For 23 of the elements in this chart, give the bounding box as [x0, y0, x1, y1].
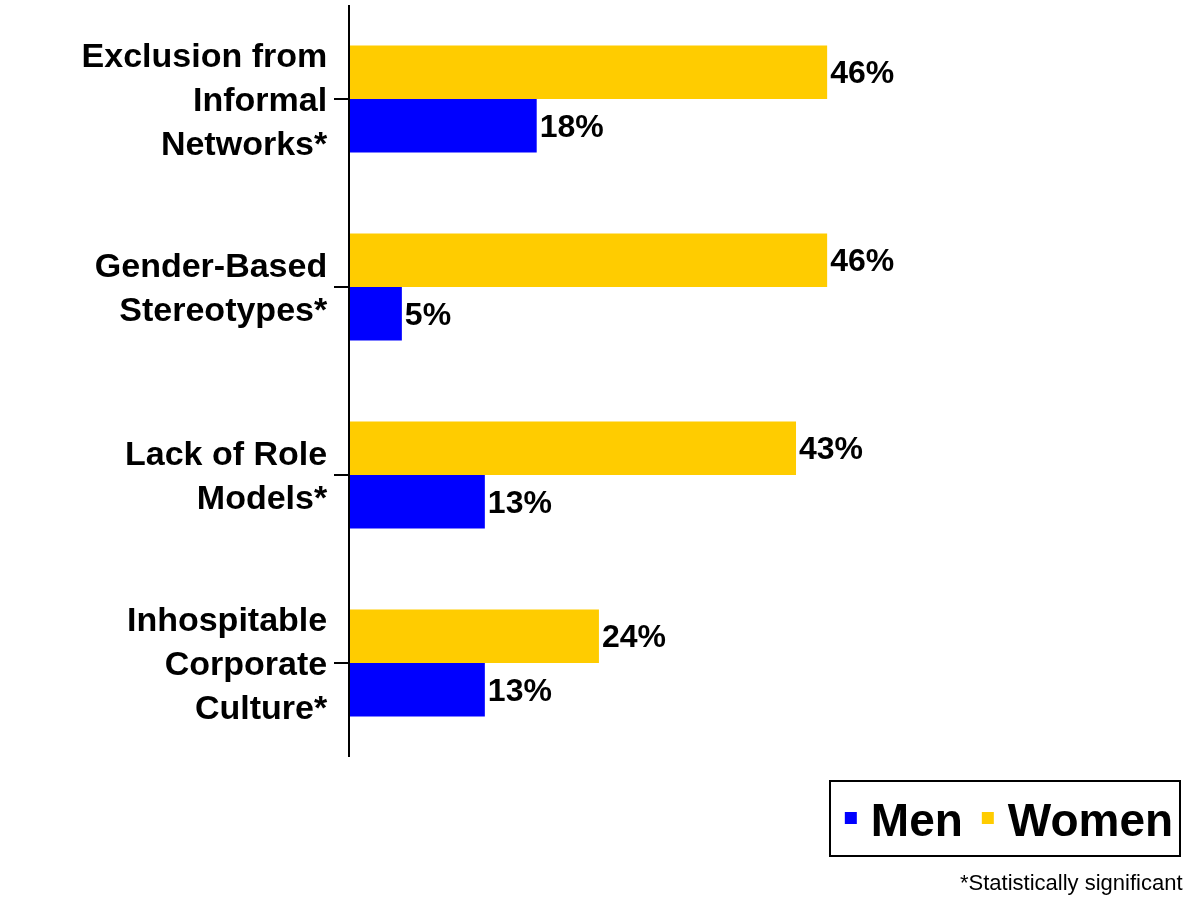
- bar: [350, 421, 797, 475]
- bar: [350, 609, 599, 663]
- y-tick-label: Lack of Role Models*: [125, 433, 328, 516]
- legend-label: Men: [870, 793, 963, 846]
- bar: [350, 45, 828, 99]
- y-tick-label: Exclusion from Informal Networks*: [81, 35, 328, 163]
- y-tick-label: Inhospitable Corporate Culture*: [126, 599, 328, 727]
- data-label: 13%: [487, 483, 552, 520]
- data-label: 43%: [799, 430, 864, 467]
- bar: [350, 287, 402, 341]
- text: *Statistically significant: [960, 870, 1183, 895]
- legend-label: Women: [1007, 793, 1174, 846]
- data-label: 46%: [830, 54, 895, 91]
- data-label: 5%: [404, 295, 452, 332]
- data-label: 46%: [830, 242, 895, 279]
- bar: [350, 99, 537, 153]
- data-label: 18%: [539, 107, 604, 144]
- bar: [350, 663, 485, 717]
- y-tick-label: Gender-Based Stereotypes*: [94, 245, 328, 328]
- data-label: 13%: [487, 671, 552, 708]
- bar: [350, 233, 828, 287]
- bar: [350, 475, 485, 529]
- data-label: 24%: [601, 618, 666, 655]
